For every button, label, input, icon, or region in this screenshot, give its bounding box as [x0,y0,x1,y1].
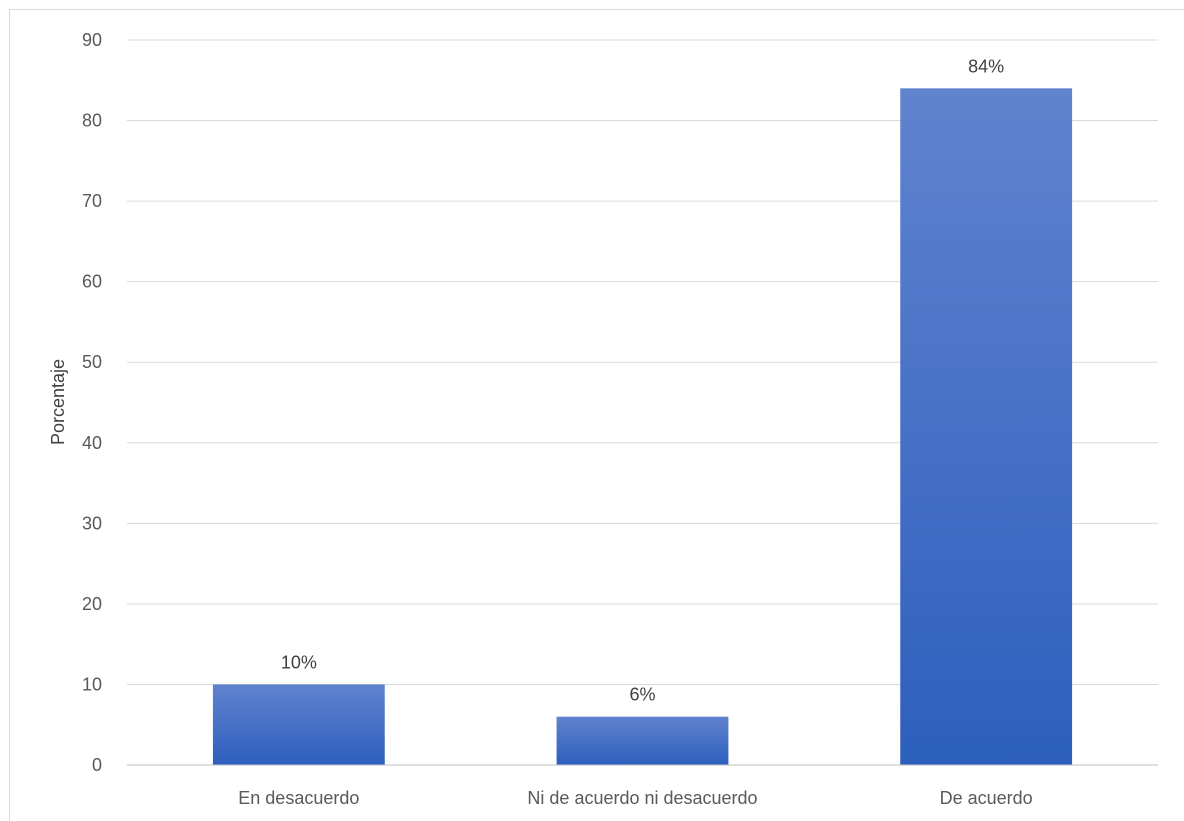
x-tick-label: En desacuerdo [238,788,359,808]
data-label: 6% [629,685,655,705]
y-tick-label: 10 [82,674,102,694]
x-tick-label: De acuerdo [940,788,1033,808]
bar [557,717,729,765]
bars [213,88,1072,765]
x-tick-label: Ni de acuerdo ni desacuerdo [527,788,757,808]
bar [213,684,385,765]
y-tick-label: 60 [82,272,102,292]
data-label: 10% [281,652,317,672]
y-tick-label: 90 [82,30,102,50]
y-axis-ticks: 0 10 20 30 40 50 60 70 80 90 [82,30,102,775]
y-tick-label: 70 [82,191,102,211]
y-tick-label: 0 [92,755,102,775]
x-axis-ticks: En desacuerdo Ni de acuerdo ni desacuerdo… [238,788,1032,808]
y-tick-label: 40 [82,433,102,453]
data-label: 84% [968,56,1004,76]
y-axis-title: Porcentaje [48,359,68,445]
y-tick-label: 30 [82,513,102,533]
data-labels: 10% 6% 84% [281,56,1004,704]
y-tick-label: 20 [82,594,102,614]
y-tick-label: 80 [82,111,102,131]
y-tick-label: 50 [82,352,102,372]
bar [900,88,1072,765]
